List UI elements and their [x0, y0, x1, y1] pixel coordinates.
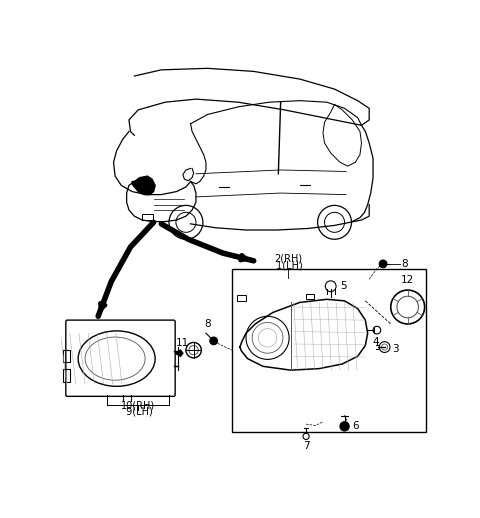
Bar	[63, 350, 71, 363]
Text: 5: 5	[340, 281, 347, 291]
Text: 10(RH): 10(RH)	[121, 400, 155, 410]
Text: 7: 7	[303, 441, 310, 451]
Polygon shape	[132, 176, 155, 195]
Text: 6: 6	[352, 421, 359, 431]
Bar	[306, 294, 314, 299]
Circle shape	[340, 422, 349, 431]
Text: 3: 3	[392, 343, 399, 354]
Text: 2(RH): 2(RH)	[274, 254, 302, 264]
Circle shape	[210, 337, 217, 345]
Text: 11: 11	[176, 338, 190, 348]
Bar	[63, 369, 71, 382]
Text: 4: 4	[372, 337, 379, 347]
Text: 8: 8	[402, 259, 408, 269]
Bar	[232, 268, 426, 432]
Bar	[237, 295, 246, 301]
Text: 12: 12	[401, 276, 414, 285]
Text: 9(LH): 9(LH)	[123, 406, 153, 416]
Text: 1(LH): 1(LH)	[274, 260, 303, 270]
Bar	[142, 214, 153, 220]
Text: 8: 8	[204, 320, 211, 329]
Polygon shape	[175, 350, 183, 356]
Circle shape	[379, 260, 387, 268]
